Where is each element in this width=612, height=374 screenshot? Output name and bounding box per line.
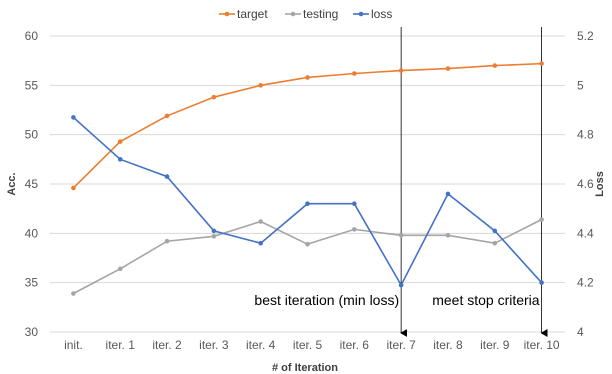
data-point-target [352,71,357,76]
x-tick-label: iter. 8 [433,338,463,352]
data-point-loss [305,201,310,207]
right-tick-label: 4.2 [577,276,594,290]
y2-axis-title: Loss [594,171,606,197]
data-point-testing [305,241,310,247]
legend-label-loss: loss [371,7,392,21]
data-point-target [305,75,310,80]
data-point-loss [492,228,498,234]
data-point-target [117,139,123,144]
right-tick-label: 4.6 [577,177,594,191]
data-point-testing [445,233,451,238]
data-point-loss [164,174,170,179]
data-point-loss [539,280,544,285]
series-line-target [72,62,542,189]
legend-label-target: target [237,7,268,21]
data-point-target [211,94,217,100]
annotations: best iteration (min loss) meet stop crite… [254,27,548,337]
series-line-loss [72,116,543,287]
left-tick-label: 35 [25,276,39,290]
x-tick-label: iter. 10 [524,338,560,352]
data-point-testing [164,238,170,244]
x-axis-title: # of Iteration [272,362,338,374]
left-tick-label: 60 [25,29,39,43]
data-point-testing [352,227,357,232]
data-point-loss [258,240,263,246]
data-point-testing [117,266,123,272]
data-point-loss [398,282,404,288]
data-point-testing [539,217,544,222]
data-point-loss [352,201,357,207]
x-tick-label: iter. 1 [106,338,136,352]
data-point-target [398,68,404,73]
right-tick-label: 4 [577,325,584,339]
right-axis-ticks: 4 4.2 4.4 4.6 4.8 5 5.2 [577,29,594,339]
left-tick-label: 30 [25,325,39,339]
data-point-loss [71,115,76,120]
y-axis-title: Acc. [6,172,18,195]
data-point-testing [258,219,263,224]
x-tick-label: iter. 5 [293,338,323,352]
annotation-label: meet stop criteria [432,292,540,308]
data-point-testing [492,240,498,246]
x-axis-ticks: init. iter. 1 iter. 2 iter. 3 iter. 4 iter. 5… [64,338,560,352]
data-point-loss [445,191,451,197]
left-axis-ticks: 30 35 40 45 50 55 60 [25,29,39,339]
x-tick-label: iter. 7 [386,338,416,352]
data-point-testing [211,233,217,239]
x-tick-label: iter. 4 [246,338,276,352]
left-tick-label: 55 [25,78,39,92]
data-point-loss [211,228,217,234]
legend: target testing loss [219,7,392,21]
left-tick-label: 45 [25,177,39,191]
legend-marker-testing [290,11,296,17]
x-tick-label: iter. 2 [152,338,182,352]
right-tick-label: 4.8 [577,128,594,142]
right-tick-label: 4.4 [577,226,594,240]
annotation-label: best iteration (min loss) [254,292,399,308]
data-point-target [164,113,170,119]
data-point-testing [71,291,76,296]
data-point-loss [117,157,123,162]
data-point-testing [398,233,404,238]
legend-marker-loss [358,11,364,17]
left-tick-label: 50 [25,128,39,142]
legend-label-testing: testing [303,7,338,21]
legend-marker-target [224,11,230,17]
data-point-target [539,61,544,66]
x-tick-label: iter. 9 [480,338,510,352]
series-layer [71,61,544,296]
data-point-target [258,83,263,88]
x-tick-label: iter. 3 [199,338,229,352]
data-point-target [492,63,498,68]
x-tick-label: iter. 6 [340,338,370,352]
right-tick-label: 5 [577,78,584,92]
data-point-target [71,185,76,191]
gridlines [50,35,565,333]
x-tick-label: init. [64,338,83,352]
right-tick-label: 5.2 [577,29,594,43]
left-tick-label: 40 [25,226,39,240]
data-point-target [445,66,451,71]
